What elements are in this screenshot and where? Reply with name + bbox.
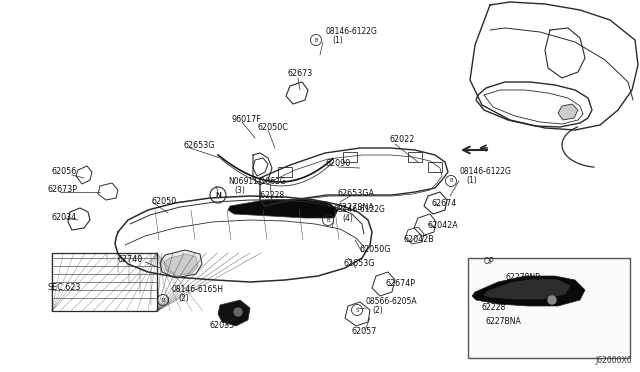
Bar (428, 162, 442, 172)
Polygon shape (164, 254, 198, 276)
Circle shape (548, 296, 556, 304)
Text: N06911-1062G: N06911-1062G (228, 177, 285, 186)
Text: 62653G: 62653G (184, 141, 216, 151)
Text: 62056: 62056 (52, 167, 77, 176)
Bar (278, 167, 292, 177)
Text: 96017F: 96017F (232, 115, 262, 124)
Text: B: B (326, 218, 330, 222)
Bar (408, 152, 422, 162)
Text: SEC.623: SEC.623 (48, 283, 81, 292)
Bar (52, 253, 157, 311)
Text: 62278NA: 62278NA (337, 202, 374, 212)
Text: J62000X0: J62000X0 (595, 356, 632, 365)
Bar (468, 258, 630, 358)
Text: 08146-6122G: 08146-6122G (325, 28, 377, 36)
Text: S: S (355, 308, 359, 312)
Text: 62050C: 62050C (258, 122, 289, 131)
Text: 62090: 62090 (325, 158, 350, 167)
Polygon shape (472, 276, 585, 306)
Polygon shape (228, 199, 338, 218)
Text: 62674P: 62674P (386, 279, 416, 288)
Bar (343, 152, 357, 162)
Text: (1): (1) (466, 176, 477, 186)
Text: 08146-6122G: 08146-6122G (459, 167, 511, 176)
Text: 62653G: 62653G (344, 260, 376, 269)
Text: (3): (3) (234, 186, 245, 196)
Polygon shape (484, 279, 570, 299)
Text: 08146-6122G: 08146-6122G (334, 205, 386, 215)
Polygon shape (218, 300, 250, 326)
Text: 62673P: 62673P (48, 186, 78, 195)
Polygon shape (160, 250, 202, 278)
Text: 62057: 62057 (352, 327, 378, 336)
Text: (2): (2) (178, 295, 189, 304)
Circle shape (234, 308, 242, 316)
Text: 62042A: 62042A (428, 221, 459, 231)
Text: N: N (215, 192, 221, 198)
Text: 62050G: 62050G (360, 246, 392, 254)
Text: 08146-6165H: 08146-6165H (172, 285, 224, 295)
Text: OP: OP (484, 257, 495, 266)
Text: 62653GA: 62653GA (338, 189, 375, 199)
Text: 62022: 62022 (390, 135, 415, 144)
Text: 62042B: 62042B (404, 235, 435, 244)
Text: (2): (2) (372, 305, 383, 314)
Text: 62035: 62035 (210, 321, 236, 330)
Text: 62034: 62034 (52, 214, 77, 222)
Text: B: B (161, 298, 165, 302)
Text: B: B (449, 179, 453, 183)
Text: 62673: 62673 (288, 70, 313, 78)
Text: 08566-6205A: 08566-6205A (365, 296, 417, 305)
Text: 62740: 62740 (118, 256, 143, 264)
Text: (1): (1) (332, 36, 343, 45)
Text: 62228: 62228 (482, 304, 506, 312)
Polygon shape (558, 104, 578, 120)
Text: 62674: 62674 (432, 199, 457, 208)
Text: B: B (314, 38, 318, 42)
Text: 6227BNA: 6227BNA (486, 317, 522, 327)
Text: 62050: 62050 (152, 198, 177, 206)
Text: 62278NB: 62278NB (505, 273, 540, 282)
Text: (4): (4) (342, 215, 353, 224)
Text: I62228: I62228 (258, 190, 284, 199)
